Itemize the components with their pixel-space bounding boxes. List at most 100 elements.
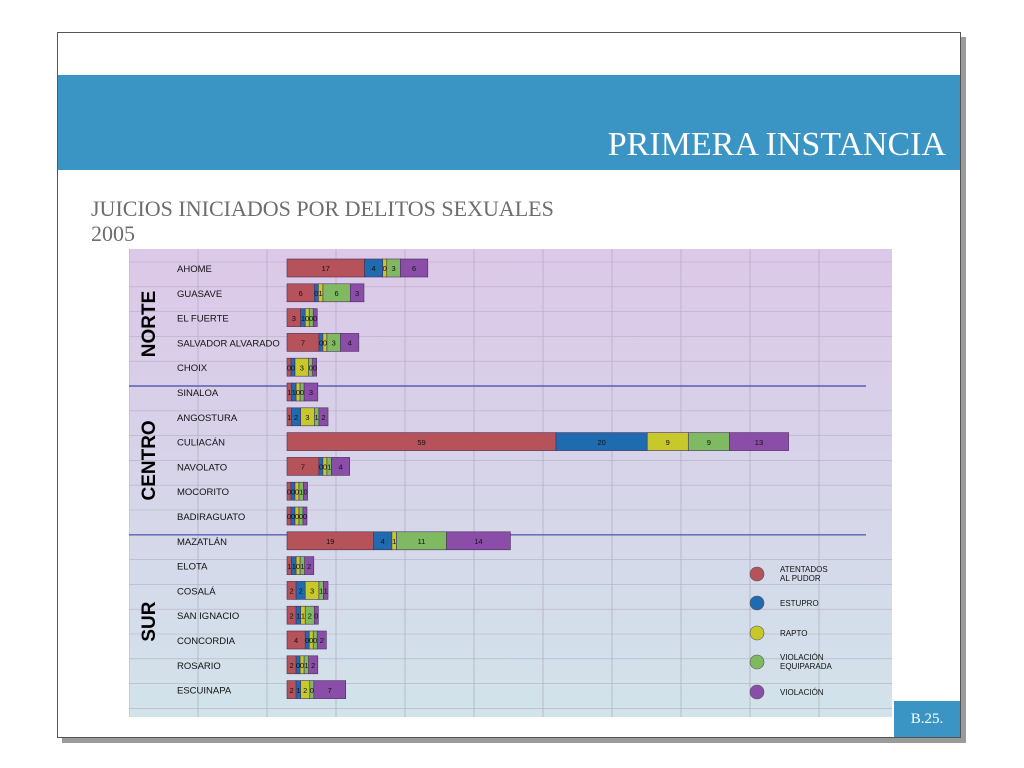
data-label: 0 <box>313 636 317 645</box>
subtitle-line-2: 2005 <box>91 221 135 246</box>
data-label: 6 <box>412 264 416 273</box>
data-label: 1 <box>301 611 305 620</box>
bar-segment <box>312 357 317 377</box>
data-label: 13 <box>755 438 763 447</box>
data-label: 0 <box>287 487 291 496</box>
data-label: 0 <box>319 463 323 472</box>
data-label: 0 <box>305 314 309 323</box>
category-label: CHOIX <box>177 363 208 374</box>
category-label: MAZATLÁN <box>177 537 227 548</box>
data-label: 0 <box>300 661 304 670</box>
legend-marker <box>749 566 765 582</box>
data-label: 14 <box>474 537 482 546</box>
data-label: 2 <box>299 587 303 596</box>
data-label: 2 <box>321 413 325 422</box>
bar-segment <box>302 506 308 526</box>
bar-segment <box>318 407 329 427</box>
bar-segment <box>729 432 789 451</box>
data-label: 17 <box>322 264 330 273</box>
data-label: 4 <box>339 463 343 472</box>
data-label: 1 <box>392 537 396 546</box>
data-label: 2 <box>311 661 315 670</box>
data-label: 3 <box>309 388 313 397</box>
data-label: 9 <box>707 438 711 447</box>
data-label: 0 <box>314 611 318 620</box>
page-number: B.25. <box>910 710 944 727</box>
data-label: 3 <box>392 264 396 273</box>
data-label: 20 <box>597 438 605 447</box>
data-label: 1 <box>304 661 308 670</box>
data-label: 1 <box>299 487 303 496</box>
category-label: ESCUINAPA <box>177 686 232 697</box>
bar-segment <box>323 581 329 600</box>
data-label: 0 <box>310 686 314 695</box>
data-label: 0 <box>300 388 304 397</box>
data-label: 4 <box>294 636 298 645</box>
data-label: 0 <box>296 661 300 670</box>
data-label: 0 <box>323 463 327 472</box>
bar-segment <box>312 308 318 327</box>
stacked-bar-chart: NORTE CENTRO SUR AHOME GUASAVE EL FUERTE SALVA… <box>129 249 892 717</box>
category-label: ELOTA <box>177 562 208 573</box>
data-label: 6 <box>335 289 339 298</box>
subtitle-line-1: JUICIOS INICIADOS POR DELITOS SEXUALES <box>91 196 554 221</box>
category-label: BADIRAGUATO <box>177 512 245 523</box>
category-label: SINALOA <box>177 388 219 399</box>
data-label: 1 <box>287 388 291 397</box>
bar-segment <box>304 556 315 575</box>
bar-segment <box>349 283 365 303</box>
data-label: 1 <box>292 562 296 571</box>
bar-segment <box>314 605 319 625</box>
data-label: 0 <box>303 512 307 521</box>
group-label: NORTE <box>139 291 160 358</box>
page-title: PRIMERA INSTANCIA <box>607 126 946 163</box>
data-label: 1 <box>292 388 296 397</box>
data-label: 1 <box>296 611 300 620</box>
legend-label: EQUIPARADA <box>780 662 833 671</box>
legend-marker <box>749 625 765 641</box>
legend-label: ESTUPRO <box>780 599 819 608</box>
data-label: 0 <box>295 487 299 496</box>
chart-subtitle: JUICIOS INICIADOS POR DELITOS SEXUALES 2… <box>91 196 554 246</box>
legend-label: VIOLACIÓN <box>780 688 824 697</box>
data-label: 7 <box>328 686 332 695</box>
category-label: CONCORDIA <box>177 636 236 647</box>
data-label: 0 <box>287 512 291 521</box>
data-label: 1 <box>319 289 323 298</box>
bar-segment <box>316 630 327 650</box>
legend-label: RAPTO <box>780 629 807 638</box>
data-label: 2 <box>289 686 293 695</box>
group-label: CENTRO <box>139 420 160 500</box>
data-label: 0 <box>291 512 295 521</box>
data-label: 3 <box>305 413 309 422</box>
data-label: 1 <box>324 587 328 596</box>
data-label: 0 <box>303 487 307 496</box>
data-label: 2 <box>294 413 298 422</box>
data-label: 0 <box>313 314 317 323</box>
bar-segment <box>400 258 429 278</box>
data-label: 0 <box>383 264 387 273</box>
data-label: 2 <box>308 611 312 620</box>
data-label: 2 <box>320 636 324 645</box>
data-label: 1 <box>296 686 300 695</box>
bar-segment <box>313 680 347 699</box>
legend-label: ATENTADOS <box>780 565 828 574</box>
data-label: 3 <box>332 339 336 348</box>
bar-segment <box>446 531 511 551</box>
data-label: 2 <box>289 587 293 596</box>
data-label: 0 <box>314 289 318 298</box>
data-label: 3 <box>355 289 359 298</box>
data-label: 4 <box>372 264 376 273</box>
legend-marker <box>749 595 765 611</box>
bar-segment <box>308 655 319 675</box>
data-label: 19 <box>326 537 334 546</box>
data-label: 0 <box>319 339 323 348</box>
category-label: CULIACÁN <box>177 438 225 449</box>
category-label: COSALÁ <box>177 586 216 597</box>
bar-segment <box>303 382 319 402</box>
data-label: 1 <box>315 413 319 422</box>
data-label: 2 <box>303 686 307 695</box>
slide: PRIMERA INSTANCIA JUICIOS INICIADOS POR … <box>57 32 961 738</box>
data-label: 0 <box>299 512 303 521</box>
category-label: ROSARIO <box>177 661 221 672</box>
